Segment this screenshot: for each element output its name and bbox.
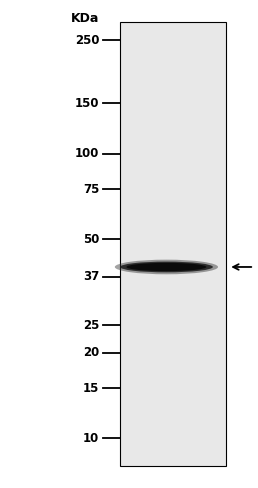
Text: 75: 75: [83, 183, 99, 196]
Ellipse shape: [126, 263, 206, 271]
Text: KDa: KDa: [71, 12, 99, 25]
Text: 37: 37: [83, 270, 99, 283]
Text: 150: 150: [75, 97, 99, 110]
Ellipse shape: [120, 262, 213, 272]
Text: 50: 50: [83, 233, 99, 246]
Bar: [120, 22, 226, 466]
Text: 20: 20: [83, 346, 99, 359]
Text: 10: 10: [83, 432, 99, 445]
Text: 100: 100: [75, 147, 99, 160]
Text: 15: 15: [83, 382, 99, 395]
Ellipse shape: [115, 260, 218, 274]
Text: 250: 250: [75, 34, 99, 47]
Text: 25: 25: [83, 319, 99, 332]
